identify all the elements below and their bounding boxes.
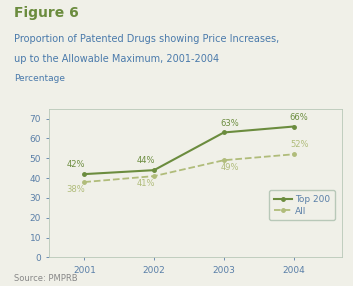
Text: up to the Allowable Maximum, 2001-2004: up to the Allowable Maximum, 2001-2004 [14, 54, 219, 64]
Text: Proportion of Patented Drugs showing Price Increases,: Proportion of Patented Drugs showing Pri… [14, 34, 279, 44]
Text: 49%: 49% [220, 163, 239, 172]
Text: 52%: 52% [290, 140, 309, 149]
Text: 38%: 38% [67, 185, 85, 194]
Text: 66%: 66% [290, 113, 309, 122]
Text: Figure 6: Figure 6 [14, 6, 79, 20]
Legend: Top 200, All: Top 200, All [269, 190, 335, 220]
Text: Source: PMPRB: Source: PMPRB [14, 274, 78, 283]
Text: 44%: 44% [137, 156, 155, 165]
Text: 63%: 63% [220, 118, 239, 128]
Text: 41%: 41% [137, 179, 155, 188]
Text: Percentage: Percentage [14, 74, 65, 83]
Text: 42%: 42% [67, 160, 85, 169]
